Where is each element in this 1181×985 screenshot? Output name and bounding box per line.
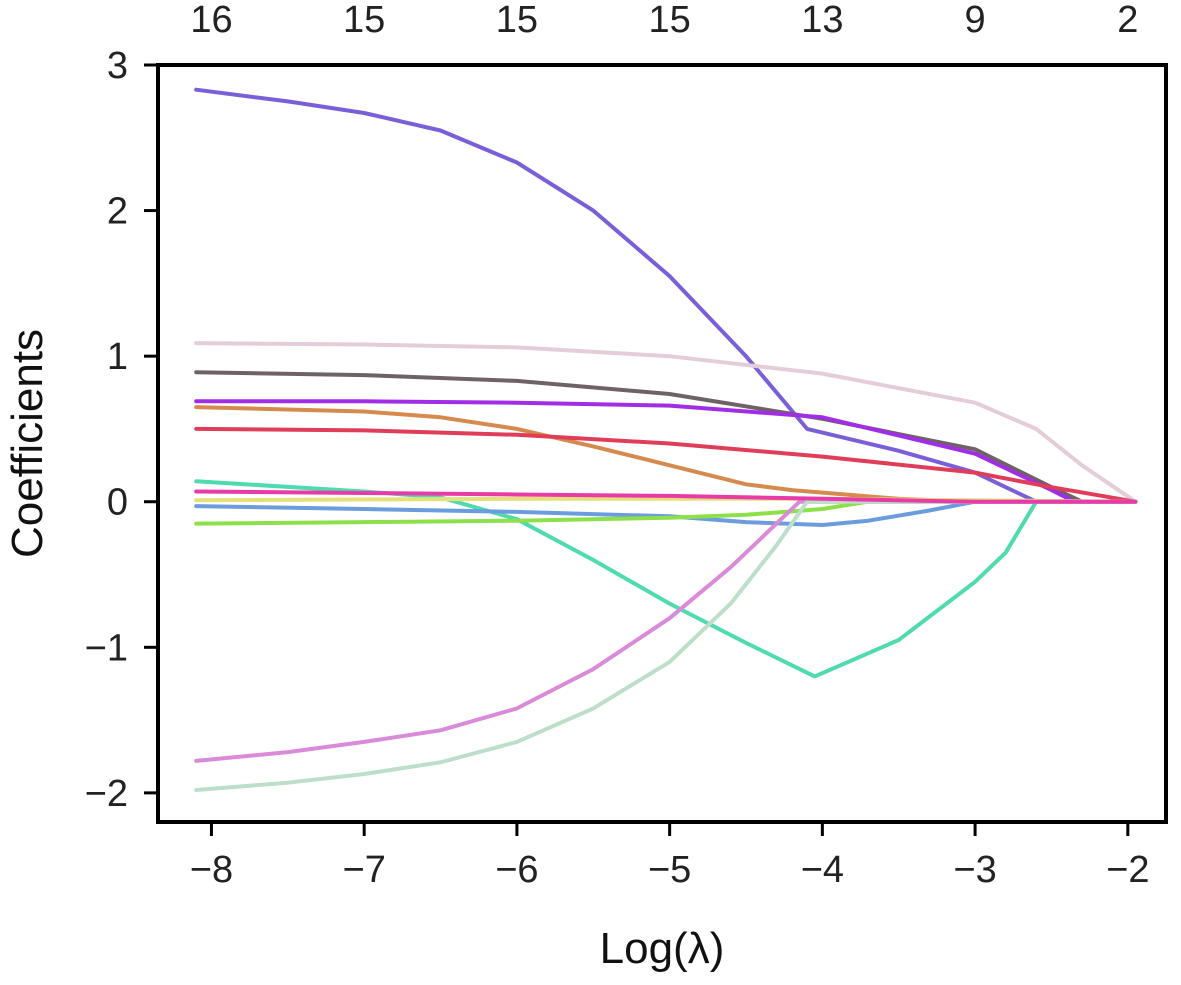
y-tick-label: −2 [85, 773, 128, 815]
top-tick-label: 13 [801, 0, 843, 41]
series-line [194, 499, 1138, 792]
y-tick-label: −1 [85, 627, 128, 669]
series-line [194, 399, 1138, 504]
x-tick-label: −7 [343, 849, 386, 891]
series-line [194, 479, 1138, 679]
plot-frame [156, 63, 1168, 824]
top-tick-label: 15 [496, 0, 538, 41]
x-tick-label: −4 [801, 849, 844, 891]
x-tick-label: −8 [190, 849, 233, 891]
series-line [194, 405, 1138, 504]
series-line [194, 426, 1138, 504]
top-tick-label: 15 [648, 0, 690, 41]
top-tick-label: 15 [343, 0, 385, 41]
series-line [194, 499, 1138, 526]
y-axis-ticks: 3 2 1 0 −1 −2 [85, 45, 158, 815]
y-axis-title: Coefficients [3, 329, 52, 558]
series-line [194, 499, 1138, 527]
x-tick-label: −6 [495, 849, 538, 891]
y-tick-label: 3 [107, 45, 128, 87]
series-lines [194, 87, 1138, 792]
series-line [194, 499, 1138, 763]
x-tick-label: −5 [648, 849, 691, 891]
top-tick-label: 16 [190, 0, 232, 41]
top-tick-label: 2 [1117, 0, 1138, 41]
top-tick-label: 9 [965, 0, 986, 41]
x-axis-ticks: −8 −7 −6 −5 −4 −3 −2 [190, 822, 1149, 891]
series-line [194, 341, 1138, 504]
x-tick-label: −2 [1106, 849, 1149, 891]
series-line [194, 87, 1138, 504]
y-tick-label: 2 [107, 191, 128, 233]
series-line [194, 489, 1138, 504]
x-axis-title: Log(λ) [600, 924, 725, 973]
y-tick-label: 0 [107, 482, 128, 524]
x-tick-label: −3 [953, 849, 996, 891]
y-tick-label: 1 [107, 336, 128, 378]
top-axis-ticks: 16 15 15 15 13 9 2 [190, 0, 1138, 41]
